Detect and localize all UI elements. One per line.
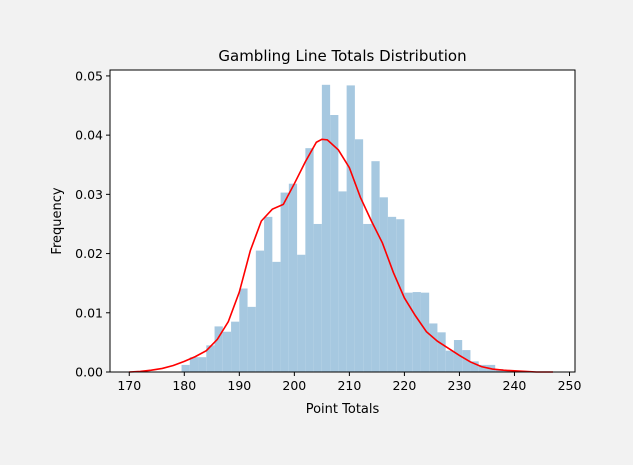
histogram-bar — [280, 192, 289, 372]
histogram-bar — [297, 254, 306, 372]
histogram-bar — [288, 183, 298, 372]
histogram-bar — [396, 219, 405, 372]
x-tick-label: 180 — [172, 378, 196, 393]
histogram-bar — [420, 292, 430, 372]
histogram-bar — [478, 364, 487, 372]
histogram-bar — [272, 261, 281, 372]
histogram-bar — [222, 331, 232, 372]
y-tick-label: 0.00 — [75, 365, 103, 380]
x-tick-label: 220 — [392, 378, 416, 393]
y-tick-label: 0.03 — [75, 187, 103, 202]
x-tick-label: 190 — [227, 378, 251, 393]
histogram-bar — [453, 340, 463, 372]
histogram-bar — [305, 148, 314, 372]
histogram-bar — [363, 223, 372, 372]
histogram-bars — [181, 84, 520, 373]
histogram-bar — [181, 364, 190, 372]
y-tick-label: 0.02 — [75, 246, 103, 261]
histogram-bar — [437, 332, 446, 372]
x-axis-ticks: 170 180 190 200 210 220 230 240 250 — [117, 372, 581, 393]
histogram-bar — [379, 197, 388, 372]
y-axis-label: Frequency — [50, 187, 65, 254]
x-tick-label: 210 — [337, 378, 361, 393]
histogram-bar — [354, 139, 364, 372]
histogram-bar — [346, 85, 355, 372]
x-tick-label: 250 — [558, 378, 582, 393]
x-tick-label: 200 — [282, 378, 306, 393]
histogram-bar — [330, 115, 339, 373]
x-tick-label: 240 — [503, 378, 527, 393]
x-tick-label: 170 — [117, 378, 141, 393]
histogram-bar — [313, 223, 322, 372]
kde-curve — [129, 138, 553, 373]
histogram-bar — [206, 345, 215, 372]
histogram-bar — [198, 357, 207, 372]
histogram-bar — [214, 326, 223, 372]
histogram-bar — [338, 191, 347, 372]
histogram-bar — [445, 350, 454, 372]
histogram-bar — [321, 84, 331, 372]
histogram-bar — [247, 306, 256, 372]
histogram-bar — [429, 323, 438, 372]
histogram-bar — [239, 288, 248, 372]
x-tick-label: 230 — [448, 378, 472, 393]
histogram-bar — [387, 216, 397, 372]
y-axis-ticks: 0.00 0.01 0.02 0.03 0.04 0.05 — [75, 68, 110, 380]
y-tick-label: 0.04 — [75, 128, 103, 143]
y-tick-label: 0.05 — [75, 68, 103, 83]
histogram-bar — [255, 250, 265, 372]
x-axis-label: Point Totals — [306, 402, 380, 417]
chart-title: Gambling Line Totals Distribution — [218, 47, 466, 65]
histogram-bar — [462, 350, 471, 372]
histogram-bar — [189, 357, 199, 372]
histogram-bar — [371, 161, 380, 372]
histogram-bar — [264, 216, 273, 372]
plot-frame — [109, 69, 576, 373]
histogram-bar — [412, 292, 421, 372]
histogram-bar — [404, 292, 413, 372]
y-tick-label: 0.01 — [75, 305, 103, 320]
histogram-bar — [231, 321, 240, 372]
histogram-bar — [470, 361, 479, 372]
